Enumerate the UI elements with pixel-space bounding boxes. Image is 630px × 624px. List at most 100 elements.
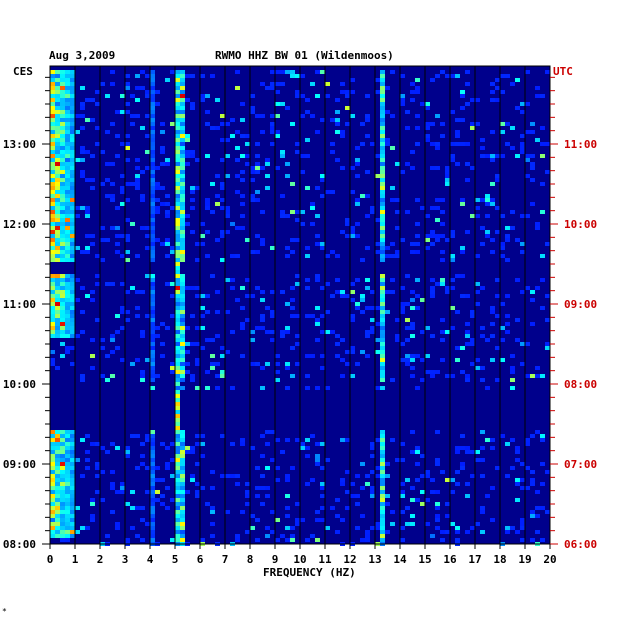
spectrogram-cell bbox=[380, 506, 385, 510]
spectrogram-cell bbox=[355, 202, 360, 206]
spectrogram-cell bbox=[250, 250, 255, 254]
spectrogram-cell bbox=[70, 478, 75, 482]
spectrogram-cell bbox=[545, 294, 550, 298]
spectrogram-cell bbox=[355, 162, 360, 166]
spectrogram-cell bbox=[250, 178, 255, 182]
spectrogram-cell bbox=[240, 438, 245, 442]
spectrogram-cell bbox=[215, 310, 220, 314]
spectrogram-cell bbox=[340, 294, 345, 298]
spectrogram-cell bbox=[55, 110, 60, 114]
spectrogram-cell bbox=[55, 90, 60, 94]
spectrogram-cell bbox=[365, 354, 370, 358]
spectrogram-cell bbox=[175, 90, 180, 94]
spectrogram-cell bbox=[400, 458, 405, 462]
spectrogram-cell bbox=[50, 190, 55, 194]
spectrogram-cell bbox=[55, 298, 60, 302]
spectrogram-cell bbox=[210, 506, 215, 510]
spectrogram-cell bbox=[150, 82, 155, 86]
x-tick-label: 8 bbox=[247, 553, 254, 566]
spectrogram-cell bbox=[310, 354, 315, 358]
spectrogram-cell bbox=[315, 186, 320, 190]
spectrogram-cell bbox=[215, 386, 220, 390]
spectrogram-cell bbox=[380, 194, 385, 198]
spectrogram-cell bbox=[200, 306, 205, 310]
spectrogram-cell bbox=[275, 82, 280, 86]
spectrogram-cell bbox=[175, 514, 180, 518]
spectrogram-cell bbox=[240, 134, 245, 138]
spectrogram-cell bbox=[175, 442, 180, 446]
spectrogram-cell bbox=[180, 258, 185, 262]
spectrogram-cell bbox=[460, 446, 465, 450]
spectrogram-cell bbox=[380, 470, 385, 474]
spectrogram-cell bbox=[65, 202, 70, 206]
spectrogram-cell bbox=[475, 206, 480, 210]
spectrogram-cell bbox=[320, 330, 325, 334]
spectrogram-cell bbox=[50, 498, 55, 502]
spectrogram-cell bbox=[380, 510, 385, 514]
spectrogram-cell bbox=[180, 286, 185, 290]
x-tick-label: 10 bbox=[293, 553, 306, 566]
spectrogram-cell bbox=[540, 538, 545, 542]
spectrogram-cell bbox=[150, 146, 155, 150]
spectrogram-cell bbox=[295, 94, 300, 98]
spectrogram-cell bbox=[65, 462, 70, 466]
spectrogram-cell bbox=[155, 498, 160, 502]
spectrogram-cell bbox=[180, 506, 185, 510]
spectrogram-cell bbox=[180, 162, 185, 166]
spectrogram-cell bbox=[205, 310, 210, 314]
spectrogram-cell bbox=[150, 362, 155, 366]
spectrogram-cell bbox=[410, 450, 415, 454]
spectrogram-cell bbox=[150, 162, 155, 166]
spectrogram-cell bbox=[460, 198, 465, 202]
spectrogram-cell bbox=[60, 74, 65, 78]
spectrogram-cell bbox=[530, 510, 535, 514]
spectrogram-cell bbox=[520, 102, 525, 106]
spectrogram-cell bbox=[50, 242, 55, 246]
spectrogram-cell bbox=[65, 286, 70, 290]
spectrogram-cell bbox=[65, 130, 70, 134]
spectrogram-cell bbox=[185, 326, 190, 330]
spectrogram-cell bbox=[370, 206, 375, 210]
spectrogram-cell bbox=[70, 206, 75, 210]
spectrogram-cell bbox=[175, 118, 180, 122]
spectrogram-cell bbox=[175, 378, 180, 382]
spectrogram-cell bbox=[505, 142, 510, 146]
spectrogram-cell bbox=[380, 70, 385, 74]
spectrogram-cell bbox=[55, 326, 60, 330]
spectrogram-cell bbox=[65, 326, 70, 330]
spectrogram-cell bbox=[230, 474, 235, 478]
spectrogram-cell bbox=[330, 330, 335, 334]
left-time-label: 13:00 bbox=[3, 138, 36, 151]
spectrogram-cell bbox=[70, 466, 75, 470]
spectrogram-cell bbox=[340, 482, 345, 486]
spectrogram-cell bbox=[240, 510, 245, 514]
spectrogram-cell bbox=[415, 354, 420, 358]
spectrogram-cell bbox=[60, 206, 65, 210]
spectrogram-cell bbox=[380, 162, 385, 166]
spectrogram-cell bbox=[50, 358, 55, 362]
spectrogram-cell bbox=[535, 138, 540, 142]
spectrogram-cell bbox=[160, 186, 165, 190]
spectrogram-cell bbox=[410, 498, 415, 502]
spectrogram-cell bbox=[220, 114, 225, 118]
spectrogram-cell bbox=[65, 158, 70, 162]
spectrogram-cell bbox=[65, 98, 70, 102]
spectrogram-cell bbox=[535, 490, 540, 494]
spectrogram-cell bbox=[345, 94, 350, 98]
spectrogram-cell bbox=[255, 234, 260, 238]
spectrogram-cell bbox=[55, 82, 60, 86]
spectrogram-cell bbox=[380, 286, 385, 290]
spectrogram-cell bbox=[60, 334, 65, 338]
spectrogram-cell bbox=[180, 330, 185, 334]
spectrogram-cell bbox=[470, 314, 475, 318]
spectrogram-cell bbox=[150, 218, 155, 222]
spectrogram-cell bbox=[390, 278, 395, 282]
spectrogram-cell bbox=[380, 258, 385, 262]
spectrogram-cell bbox=[380, 242, 385, 246]
spectrogram-cell bbox=[150, 450, 155, 454]
spectrogram-cell bbox=[150, 458, 155, 462]
spectrogram-cell bbox=[475, 358, 480, 362]
spectrogram-cell bbox=[175, 386, 180, 390]
spectrogram-cell bbox=[525, 130, 530, 134]
spectrogram-cell bbox=[340, 90, 345, 94]
